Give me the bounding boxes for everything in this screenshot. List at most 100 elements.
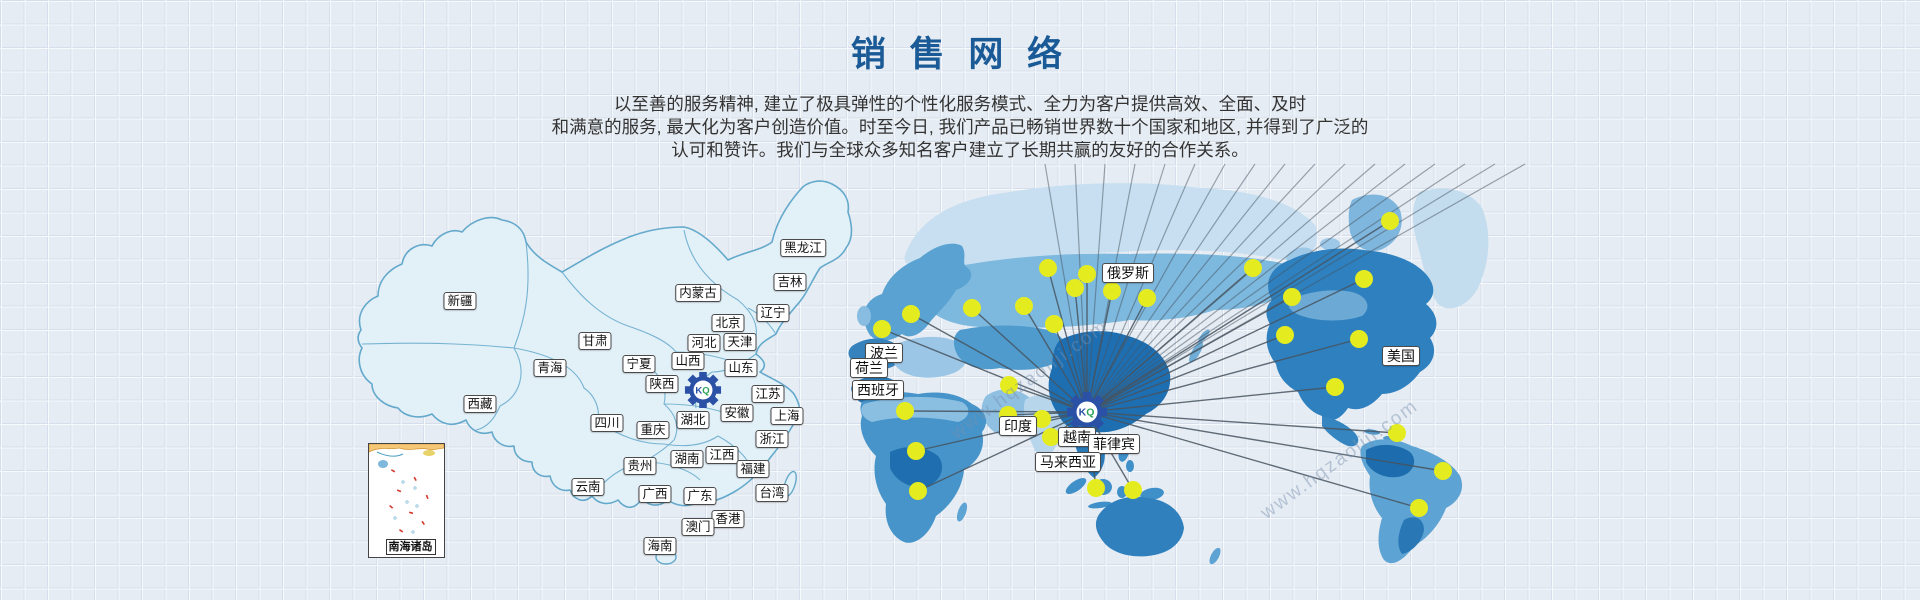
world-map: [848, 163, 1526, 565]
hub-ray: [1086, 386, 1336, 413]
country-label: 西班牙: [852, 380, 904, 400]
province-label: 宁夏: [622, 355, 656, 373]
sales-location-dot: [1045, 315, 1063, 333]
hub-ray: [1086, 411, 1444, 472]
hub-ray: [1086, 163, 1406, 413]
hub-ray: [1086, 334, 1286, 413]
sales-location-dot: [1283, 288, 1301, 306]
country-label: 荷兰: [850, 358, 888, 378]
hub-ray: [1047, 267, 1088, 413]
province-label: 辽宁: [756, 304, 790, 322]
hub-ray: [1086, 290, 1113, 413]
intro-line-2: 和满意的服务, 最大化为客户创造价值。时至今日, 我们产品已畅销世界数十个国家和…: [551, 117, 1369, 137]
hub-ray: [910, 313, 1088, 413]
sales-location-dot: [1042, 428, 1060, 446]
province-label: 重庆: [636, 421, 670, 439]
hub-ray: [971, 307, 1088, 413]
province-label: 山西: [671, 352, 705, 370]
province-label: 广东: [683, 487, 717, 505]
country-label: 越南: [1058, 427, 1096, 447]
province-label: 山东: [724, 359, 758, 377]
province-label: 安徽: [720, 404, 754, 422]
hub-ray: [1074, 287, 1088, 413]
province-label: 四川: [590, 414, 624, 432]
intro-line-3: 认可和赞许。我们与全球众多知名客户建立了长期共赢的友好的合作关系。: [671, 140, 1249, 160]
province-label: 上海: [770, 407, 804, 425]
province-label: 广西: [638, 485, 672, 503]
sales-location-dot: [896, 402, 914, 420]
province-label: 天津: [723, 333, 757, 351]
province-label: 内蒙古: [675, 284, 721, 302]
sales-location-dot: [1066, 279, 1084, 297]
hub-ray: [917, 411, 1088, 492]
hub-ray: [1086, 411, 1398, 434]
province-label: 香港: [711, 510, 745, 528]
province-label: 浙江: [755, 430, 789, 448]
province-label: 西藏: [463, 395, 497, 413]
province-label: 澳门: [681, 518, 715, 536]
sales-location-dot: [1350, 330, 1368, 348]
sales-location-dot: [1276, 326, 1294, 344]
province-label: 青海: [533, 359, 567, 377]
sales-location-dot: [1015, 297, 1033, 315]
hub-ray: [1086, 163, 1166, 413]
country-label: 俄罗斯: [1102, 263, 1154, 283]
sales-location-dot: [963, 299, 981, 317]
province-label: 江苏: [751, 385, 785, 403]
hub-ray: [1086, 411, 1420, 509]
hub-ray: [1086, 163, 1466, 413]
province-label: 江西: [705, 446, 739, 464]
hub-ray: [1086, 163, 1496, 413]
sales-location-dot: [1434, 462, 1452, 480]
intro-line-1: 以至善的服务精神, 建立了极具弹性的个性化服务模式、全力为客户提供高效、全面、及…: [613, 94, 1307, 114]
sales-location-dot: [907, 442, 925, 460]
sales-location-dot: [1103, 282, 1121, 300]
province-label: 甘肃: [578, 332, 612, 350]
province-label: 新疆: [443, 292, 477, 310]
sales-location-dot: [909, 482, 927, 500]
hub-ray: [1086, 163, 1226, 413]
hub-ray: [1086, 338, 1360, 413]
sales-location-dot: [1124, 481, 1142, 499]
hub-ray: [1086, 297, 1148, 413]
hub-ray: [1086, 163, 1106, 413]
sales-location-dot: [1000, 376, 1018, 394]
sales-location-dot: [1326, 378, 1344, 396]
sales-location-dot: [1078, 265, 1096, 283]
province-label: 湖北: [676, 411, 710, 429]
province-label: 河北: [687, 334, 721, 352]
sales-location-dot: [1087, 479, 1105, 497]
sales-location-dot: [1381, 212, 1399, 230]
hub-ray: [904, 410, 1088, 413]
sales-location-dot: [1355, 270, 1373, 288]
intro-paragraph: 以至善的服务精神, 建立了极具弹性的个性化服务模式、全力为客户提供高效、全面、及…: [0, 93, 1920, 162]
province-label: 海南: [643, 537, 677, 555]
hub-ray: [1086, 296, 1293, 413]
hub-ray: [1086, 163, 1256, 413]
hub-ray: [1086, 163, 1196, 413]
sales-location-dot: [1388, 424, 1406, 442]
province-label: 贵州: [623, 457, 657, 475]
page-title: 销 售 网 络: [850, 35, 1070, 74]
sales-location-dot: [1244, 259, 1262, 277]
hub-ray: [1086, 163, 1286, 413]
inset-mini-map: [368, 443, 445, 534]
hub-ray: [1023, 305, 1088, 413]
hub-ray: [881, 328, 1088, 413]
province-label: 吉林: [773, 273, 807, 291]
hub-ray: [1053, 323, 1088, 413]
sales-location-dot: [1410, 499, 1428, 517]
hub-ray: [1086, 163, 1436, 413]
province-label: 湖南: [670, 450, 704, 468]
hub-ray: [1086, 278, 1365, 413]
sales-location-dot: [1033, 410, 1051, 428]
sales-location-dot: [1039, 259, 1057, 277]
province-label: 北京: [711, 314, 745, 332]
hub-ray: [1086, 220, 1391, 413]
china-map-company-logo-gear: [685, 372, 721, 408]
province-label: 陕西: [645, 375, 679, 393]
sales-location-dot: [1138, 289, 1156, 307]
province-label: 福建: [736, 460, 770, 478]
